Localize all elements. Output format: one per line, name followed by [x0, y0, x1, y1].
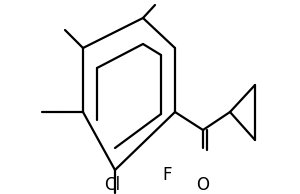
Text: F: F [162, 166, 172, 184]
Text: O: O [196, 176, 209, 194]
Text: Cl: Cl [104, 176, 120, 194]
